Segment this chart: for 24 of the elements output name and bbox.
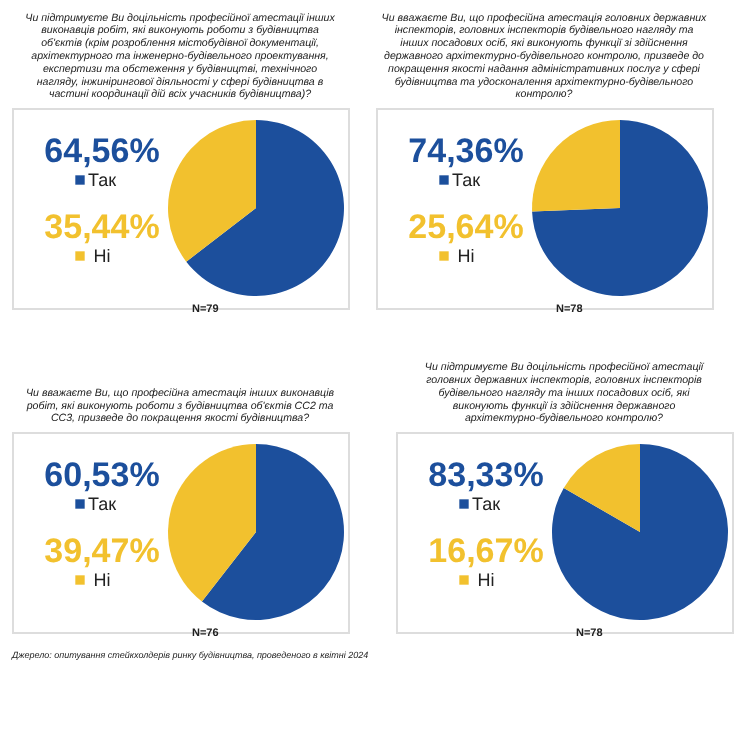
data-label: 25,64% — [408, 208, 524, 246]
legend-label: Так — [471, 494, 501, 514]
data-label: 64,56% — [44, 132, 160, 170]
pie-slice — [186, 120, 344, 296]
legend-label: Так — [87, 170, 117, 190]
legend-label: Ні — [477, 570, 495, 590]
data-label: 35,44% — [44, 208, 160, 246]
legend-label: Ні — [457, 246, 475, 266]
legend-label: Ні — [93, 570, 111, 590]
pie-slice — [201, 444, 344, 620]
pie-slice — [168, 120, 256, 262]
data-label: 39,47% — [44, 532, 160, 570]
pie-slice — [552, 444, 728, 620]
pie-slice — [532, 120, 620, 212]
data-label: 83,33% — [428, 456, 544, 494]
data-label: 16,67% — [428, 532, 544, 570]
data-label: 74,36% — [408, 132, 524, 170]
legend-label: Так — [451, 170, 481, 190]
legend-label: Ні — [93, 246, 111, 266]
pie-slice — [563, 444, 640, 532]
pie-slice — [168, 444, 256, 602]
legend-label: Так — [87, 494, 117, 514]
data-label: 60,53% — [44, 456, 160, 494]
pie-slice — [532, 120, 708, 296]
